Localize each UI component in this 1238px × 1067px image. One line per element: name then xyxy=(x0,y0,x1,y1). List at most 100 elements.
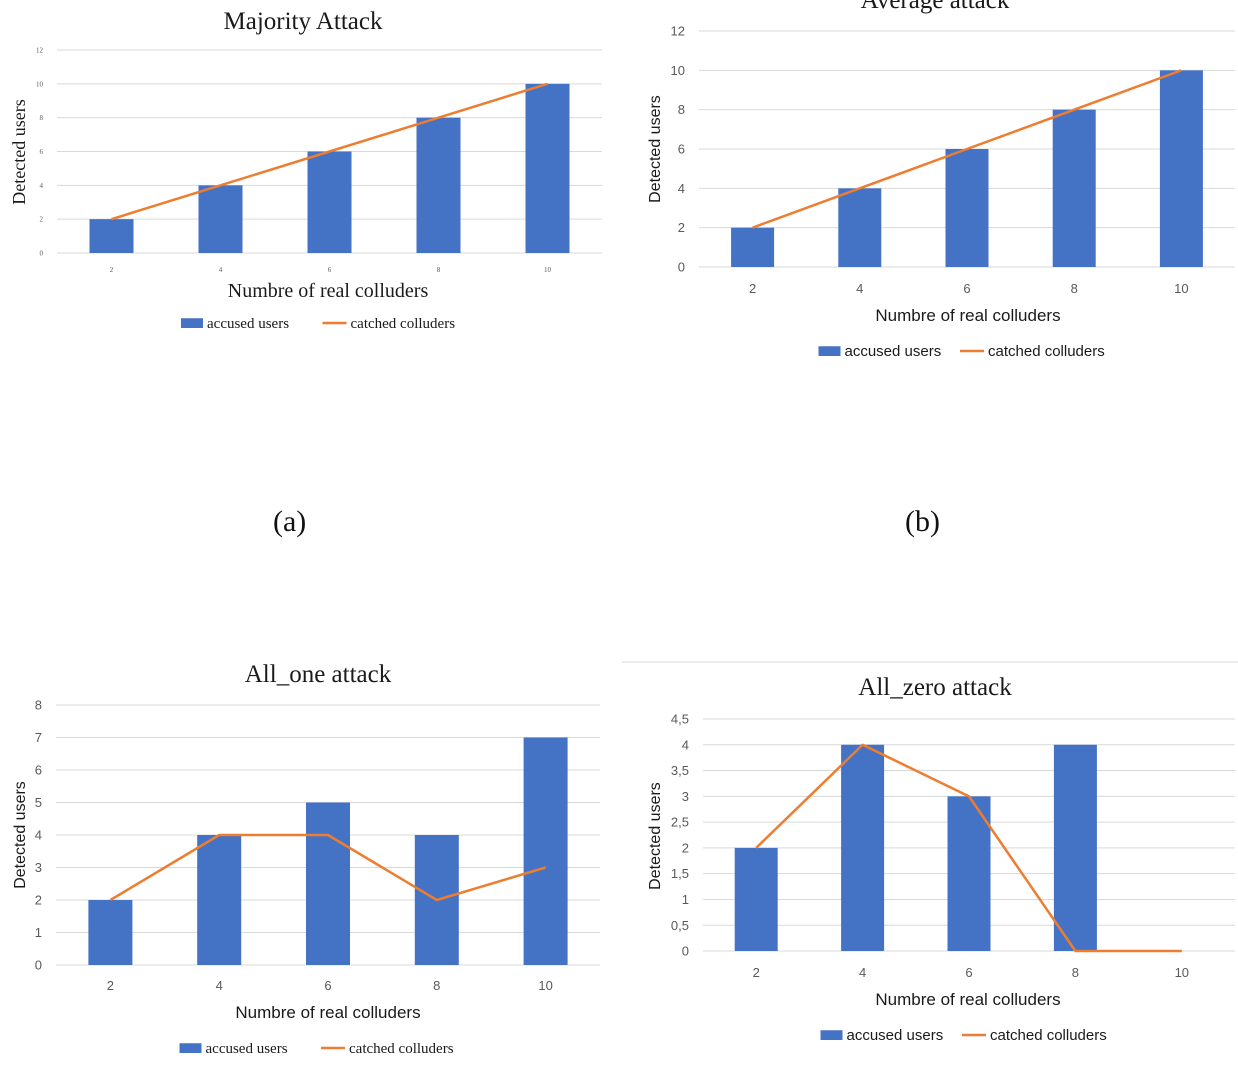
chart-2-x-tick-label: 4 xyxy=(856,281,863,296)
chart-1-bar xyxy=(89,219,134,253)
chart-1-x-tick-label: 10 xyxy=(544,266,552,274)
chart-2-title: Average attack xyxy=(861,0,1010,14)
chart-3-bar xyxy=(523,737,568,965)
chart-1-legend-bar-swatch xyxy=(181,318,203,328)
chart-2-x-tick-label: 6 xyxy=(963,281,970,296)
chart-3-x-tick-label: 2 xyxy=(107,978,114,993)
chart-4-x-tick-label: 4 xyxy=(859,965,866,980)
chart-3-title: All_one attack xyxy=(245,661,392,688)
chart-1-y-tick-label: 8 xyxy=(40,114,44,122)
chart-4-x-tick-label: 6 xyxy=(965,965,972,980)
chart-2-bar xyxy=(838,188,882,267)
chart-4-y-tick-label: 0 xyxy=(682,944,689,959)
chart-2-y-tick-label: 4 xyxy=(678,181,685,196)
chart-4-legend-bar-swatch xyxy=(820,1030,843,1040)
chart-4-bar xyxy=(841,744,885,951)
chart-4-y-tick-label: 4,5 xyxy=(671,712,689,727)
chart-4-bar xyxy=(734,847,778,951)
chart-1-y-tick-label: 12 xyxy=(36,46,44,54)
chart-1-legend-bar-label: accused users xyxy=(207,316,289,332)
chart-4-y-tick-label: 1,5 xyxy=(671,866,689,881)
chart-2-line-series xyxy=(752,69,1182,229)
chart-1-y-tick-label: 6 xyxy=(40,148,44,156)
chart-2-legend-bar-label: accused users xyxy=(845,343,942,360)
chart-3-y-axis-label: Detected users xyxy=(12,781,29,889)
chart-1-bar xyxy=(525,83,570,253)
chart-1-y-tick-label: 4 xyxy=(40,182,44,190)
chart-4-y-tick-label: 4 xyxy=(682,737,689,752)
chart-1-bar xyxy=(416,117,461,254)
chart-2-bar xyxy=(945,149,989,267)
chart-1-bar xyxy=(198,185,243,253)
chart-3-y-tick-label: 4 xyxy=(35,828,42,843)
chart-3-y-tick-label: 7 xyxy=(35,730,42,745)
chart-3-x-axis-label: Numbre of real colluders xyxy=(235,1003,420,1022)
chart-2-x-tick-label: 8 xyxy=(1071,281,1078,296)
chart-4-x-tick-label: 8 xyxy=(1072,965,1079,980)
chart-3-x-tick-label: 6 xyxy=(324,978,331,993)
chart-3-bar xyxy=(197,835,242,965)
chart-4-x-tick-label: 2 xyxy=(753,965,760,980)
chart-1-x-axis-label: Numbre of real colluders xyxy=(228,280,429,302)
chart-3-legend-bar-swatch xyxy=(179,1043,202,1053)
chart-2-y-tick-label: 10 xyxy=(671,63,685,78)
chart-4-title: All_zero attack xyxy=(858,674,1012,701)
chart-2-bar xyxy=(731,227,775,267)
chart-3-y-tick-label: 2 xyxy=(35,893,42,908)
chart-4-y-tick-label: 3 xyxy=(682,789,689,804)
chart-2-y-tick-label: 8 xyxy=(678,102,685,117)
chart-2-y-tick-label: 12 xyxy=(671,24,685,39)
chart-4-y-tick-label: 1 xyxy=(682,892,689,907)
chart-1-x-tick-label: 6 xyxy=(328,266,332,274)
chart-2-bar xyxy=(1052,109,1096,268)
chart-4-y-tick-label: 2 xyxy=(682,840,689,855)
chart-3-x-tick-label: 8 xyxy=(433,978,440,993)
chart-4-bar xyxy=(947,796,991,951)
chart-3-legend-bar-label: accused users xyxy=(206,1041,288,1057)
chart-4-bar xyxy=(1053,744,1097,951)
chart-3-bar xyxy=(88,900,133,965)
chart-4-x-axis-label: Numbre of real colluders xyxy=(875,990,1060,1009)
chart-2-x-axis-label: Numbre of real colluders xyxy=(875,306,1060,325)
chart-3-y-tick-label: 8 xyxy=(35,698,42,713)
chart-1-x-tick-label: 8 xyxy=(437,266,441,274)
chart-4-legend-bar-label: accused users xyxy=(847,1027,944,1044)
chart-1-y-tick-label: 0 xyxy=(40,249,44,257)
chart-3-bar xyxy=(306,802,350,965)
chart-1-x-tick-label: 2 xyxy=(110,266,114,274)
chart-3-y-tick-label: 6 xyxy=(35,763,42,778)
chart-3-x-tick-label: 10 xyxy=(538,978,552,993)
chart-2-x-tick-label: 2 xyxy=(749,281,756,296)
chart-3-y-tick-label: 0 xyxy=(35,958,42,973)
chart-1-bar xyxy=(307,151,352,253)
chart-2-bar xyxy=(1159,70,1203,267)
chart-4-y-tick-label: 2,5 xyxy=(671,815,689,830)
chart-2-y-axis-label: Detected users xyxy=(647,95,664,203)
chart-3-y-tick-label: 3 xyxy=(35,860,42,875)
chart-1-y-axis-label: Detected users xyxy=(9,99,29,204)
chart-1-x-tick-label: 4 xyxy=(219,266,223,274)
chart-2-y-tick-label: 0 xyxy=(678,260,685,275)
chart-4-y-axis-label: Detected users xyxy=(647,782,664,890)
chart-4-legend-line-label: catched colluders xyxy=(990,1027,1107,1044)
chart-4-line-series xyxy=(755,743,1182,953)
chart-4-y-tick-label: 0,5 xyxy=(671,918,689,933)
chart-2-y-tick-label: 6 xyxy=(678,142,685,157)
chart-2-legend-line-label: catched colluders xyxy=(988,343,1105,360)
caption-b: (b) xyxy=(905,505,940,538)
chart-2-y-tick-label: 2 xyxy=(678,220,685,235)
chart-3-legend-line-label: catched colluders xyxy=(349,1041,454,1057)
chart-4-x-tick-label: 10 xyxy=(1175,965,1189,980)
chart-3-y-tick-label: 5 xyxy=(35,795,42,810)
chart-1-line-series xyxy=(111,82,548,221)
chart-1-title: Majority Attack xyxy=(224,8,383,35)
chart-1-legend-line-label: catched colluders xyxy=(351,316,456,332)
chart-3-x-tick-label: 4 xyxy=(216,978,223,993)
chart-1-y-tick-label: 2 xyxy=(40,216,44,224)
chart-3-line-series xyxy=(109,833,546,902)
chart-3-y-tick-label: 1 xyxy=(35,925,42,940)
chart-2-legend-bar-swatch xyxy=(818,346,841,356)
chart-2-x-tick-label: 10 xyxy=(1174,281,1188,296)
caption-a: (a) xyxy=(273,505,307,538)
